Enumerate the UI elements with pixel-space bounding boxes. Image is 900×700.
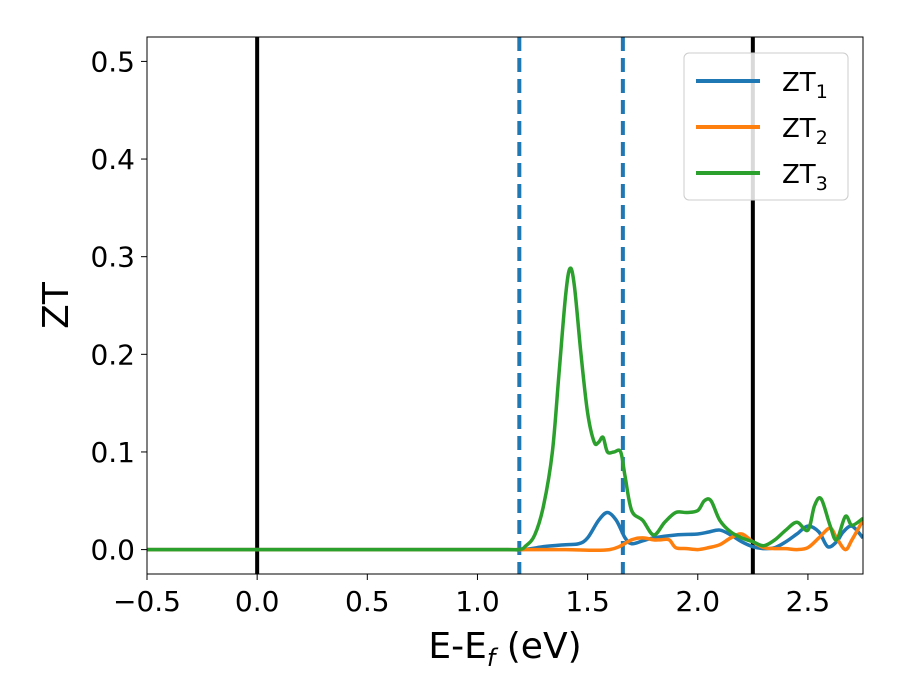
x-tick-label: −0.5 <box>113 585 181 618</box>
x-tick-label: 0.0 <box>235 585 280 618</box>
y-tick-label: 0.2 <box>90 338 135 371</box>
legend-label-zt2: ZT2 <box>782 114 828 149</box>
y-axis: 0.0 0.1 0.2 0.3 0.4 0.5 <box>90 45 147 567</box>
y-tick-label: 0.0 <box>90 534 135 567</box>
reference-lines <box>255 37 755 574</box>
y-axis-label: ZT <box>36 281 77 329</box>
legend-box <box>683 52 849 201</box>
series-lines <box>147 266 863 553</box>
y-tick-label: 0.1 <box>90 436 135 469</box>
legend-label-zt1: ZT1 <box>782 68 828 103</box>
x-axis: −0.5 0.0 0.5 1.0 1.5 2.0 2.5 <box>113 574 830 618</box>
x-tick-label: 2.0 <box>676 585 721 618</box>
series-line-zt2 <box>147 519 863 553</box>
series-line-zt3 <box>147 266 863 552</box>
legend-label-zt3: ZT3 <box>782 160 828 195</box>
series-line-zt1 <box>147 510 863 552</box>
y-tick-label: 0.4 <box>90 143 135 176</box>
x-tick-label: 0.5 <box>345 585 390 618</box>
legend: ZT1 ZT2 ZT3 <box>683 52 849 201</box>
y-tick-label: 0.3 <box>90 241 135 274</box>
x-tick-label: 1.0 <box>455 585 500 618</box>
plot-frame <box>146 36 864 575</box>
x-axis-label: E-Ef (eV) <box>428 626 581 672</box>
x-tick-label: 1.5 <box>565 585 610 618</box>
y-tick-label: 0.5 <box>90 45 135 78</box>
x-tick-label: 2.5 <box>786 585 831 618</box>
